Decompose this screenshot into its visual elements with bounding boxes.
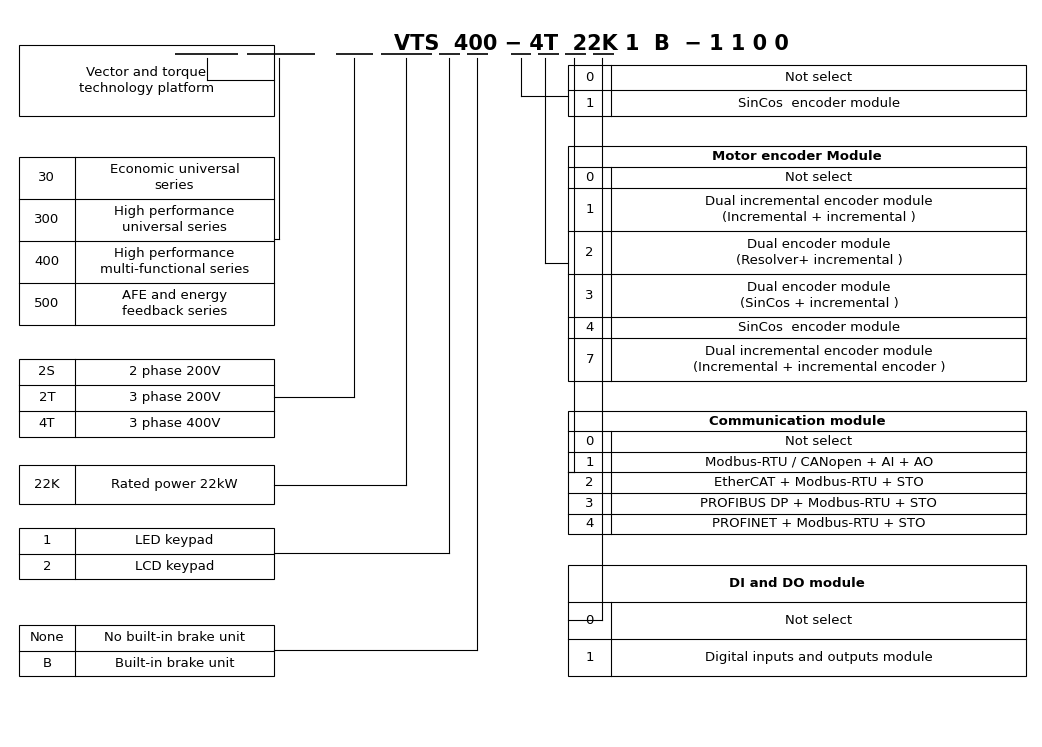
Text: Built-in brake unit: Built-in brake unit [115, 657, 234, 670]
Text: 1: 1 [586, 203, 594, 217]
Text: Modbus-RTU / CANopen + AI + AO: Modbus-RTU / CANopen + AI + AO [704, 456, 933, 468]
Text: 0: 0 [586, 71, 594, 84]
Text: 400: 400 [34, 255, 59, 268]
Bar [19, 528, 274, 579]
Text: LED keypad: LED keypad [135, 534, 214, 548]
Text: None: None [29, 631, 65, 645]
Text: Not select: Not select [786, 71, 852, 84]
Text: 3: 3 [586, 497, 594, 509]
Text: Not select: Not select [786, 436, 852, 448]
Text: AFE and energy
feedback series: AFE and energy feedback series [122, 289, 227, 318]
Text: 0: 0 [586, 436, 594, 448]
Text: SinCos  encoder module: SinCos encoder module [738, 96, 900, 110]
Text: 2T: 2T [39, 391, 55, 404]
Text: 3 phase 200V: 3 phase 200V [128, 391, 220, 404]
Bar [19, 45, 274, 116]
Text: EtherCAT + Modbus-RTU + STO: EtherCAT + Modbus-RTU + STO [714, 477, 924, 489]
Text: 0: 0 [586, 614, 594, 627]
Text: 2S: 2S [39, 365, 55, 378]
Text: Dual incremental encoder module
(Incremental + incremental encoder ): Dual incremental encoder module (Increme… [693, 345, 945, 374]
Text: 4T: 4T [39, 418, 55, 430]
Text: VTS  400 − 4T  22K 1  B  − 1 1 0 0: VTS 400 − 4T 22K 1 B − 1 1 0 0 [394, 34, 789, 54]
Text: Rated power 22kW: Rated power 22kW [111, 478, 238, 492]
Text: Not select: Not select [786, 171, 852, 185]
Bar [568, 146, 1026, 381]
Bar [568, 65, 1026, 116]
Text: PROFINET + Modbus-RTU + STO: PROFINET + Modbus-RTU + STO [712, 518, 925, 530]
Text: SinCos  encoder module: SinCos encoder module [738, 321, 900, 334]
Bar [19, 359, 274, 437]
Text: 1: 1 [43, 534, 51, 548]
Text: PROFIBUS DP + Modbus-RTU + STO: PROFIBUS DP + Modbus-RTU + STO [700, 497, 938, 509]
Text: LCD keypad: LCD keypad [134, 560, 215, 573]
Text: 2 phase 200V: 2 phase 200V [128, 365, 220, 378]
Text: Communication module: Communication module [709, 415, 886, 427]
Text: Economic universal
series: Economic universal series [109, 164, 240, 193]
Text: DI and DO module: DI and DO module [729, 577, 865, 590]
Text: 30: 30 [39, 171, 55, 185]
Text: Motor encoder Module: Motor encoder Module [713, 150, 882, 163]
Text: 4: 4 [586, 518, 594, 530]
Text: Dual encoder module
(Resolver+ incremental ): Dual encoder module (Resolver+ increment… [736, 238, 902, 267]
Text: 1: 1 [586, 456, 594, 468]
Text: 2: 2 [586, 246, 594, 259]
Bar [19, 157, 274, 325]
Bar [19, 625, 274, 676]
Text: 2: 2 [43, 560, 51, 573]
Text: 300: 300 [34, 214, 59, 226]
Text: 2: 2 [586, 477, 594, 489]
Text: 22K: 22K [34, 478, 59, 492]
Text: 3 phase 400V: 3 phase 400V [129, 418, 220, 430]
Text: 7: 7 [586, 353, 594, 366]
Text: 1: 1 [586, 96, 594, 110]
Text: 3: 3 [586, 289, 594, 302]
Text: Dual encoder module
(SinCos + incremental ): Dual encoder module (SinCos + incrementa… [740, 281, 898, 310]
Bar [568, 565, 1026, 676]
Text: Digital inputs and outputs module: Digital inputs and outputs module [705, 651, 933, 664]
Text: Not select: Not select [786, 614, 852, 627]
Text: High performance
multi-functional series: High performance multi-functional series [100, 247, 249, 276]
Bar [19, 465, 274, 504]
Text: 500: 500 [34, 297, 59, 311]
Text: No built-in brake unit: No built-in brake unit [104, 631, 245, 645]
Bar [568, 411, 1026, 534]
Text: 4: 4 [586, 321, 594, 334]
Text: Vector and torque
technology platform: Vector and torque technology platform [79, 66, 214, 95]
Text: 1: 1 [586, 651, 594, 664]
Text: 0: 0 [586, 171, 594, 185]
Text: B: B [43, 657, 51, 670]
Text: High performance
universal series: High performance universal series [115, 205, 234, 235]
Text: Dual incremental encoder module
(Incremental + incremental ): Dual incremental encoder module (Increme… [705, 195, 933, 224]
